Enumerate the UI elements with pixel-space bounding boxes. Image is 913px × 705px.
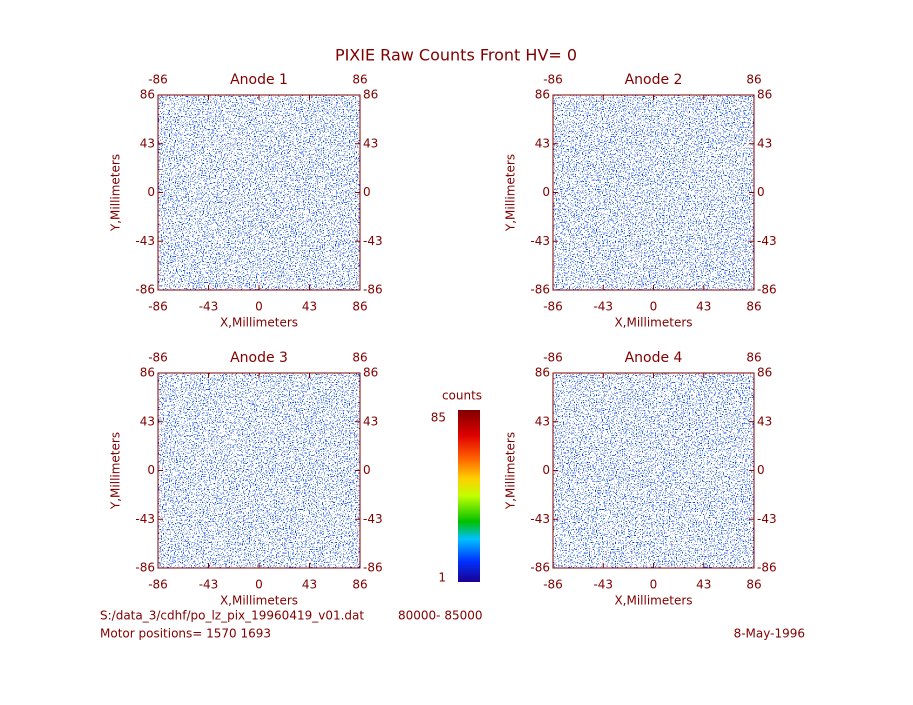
- y-tick-label: 43: [535, 414, 550, 428]
- y-tick-label: -86: [135, 283, 155, 297]
- y-tick-label: -86: [135, 561, 155, 575]
- colorbar: [458, 410, 480, 582]
- x-top-tick-label: -86: [543, 351, 563, 365]
- x-tick-label: -43: [199, 300, 219, 314]
- x-tick-label: -86: [543, 578, 563, 592]
- x-top-tick-label: 86: [352, 351, 367, 365]
- y-right-tick-label: 43: [363, 136, 378, 150]
- x-axis-label: X,Millimeters: [220, 316, 298, 330]
- y-right-tick-label: 86: [363, 88, 378, 102]
- y-tick-label: -43: [530, 234, 550, 248]
- x-axis-label: X,Millimeters: [614, 316, 692, 330]
- y-right-tick-label: -86: [363, 561, 383, 575]
- colorbar-label: counts: [442, 389, 482, 403]
- x-top-tick-label: 86: [746, 73, 761, 87]
- y-right-tick-label: -86: [757, 283, 777, 297]
- panel-title: Anode 2: [625, 72, 683, 88]
- file-name: S:/data_3/cdhf/po_lz_pix_19960419_v01.da…: [100, 609, 364, 623]
- x-tick-label: 0: [255, 578, 263, 592]
- panel-title: Anode 4: [625, 350, 683, 366]
- image-texture: [553, 95, 754, 290]
- y-right-tick-label: 0: [757, 463, 765, 477]
- y-right-tick-label: 86: [757, 88, 772, 102]
- y-right-tick-label: -43: [363, 512, 383, 526]
- x-tick-label: 0: [650, 578, 658, 592]
- y-right-tick-label: -86: [363, 283, 383, 297]
- x-top-tick-label: -86: [543, 73, 563, 87]
- y-right-tick-label: -43: [757, 234, 777, 248]
- x-top-tick-label: 86: [746, 351, 761, 365]
- x-tick-label: 43: [302, 578, 317, 592]
- y-right-tick-label: 43: [363, 414, 378, 428]
- y-tick-label: 0: [542, 463, 550, 477]
- x-tick-label: 43: [302, 300, 317, 314]
- motor-positions: Motor positions= 1570 1693: [100, 627, 271, 641]
- y-tick-label: -43: [135, 512, 155, 526]
- x-tick-label: -86: [543, 300, 563, 314]
- x-tick-label: -43: [593, 578, 613, 592]
- y-right-tick-label: -43: [757, 512, 777, 526]
- x-top-tick-label: -86: [148, 73, 168, 87]
- y-right-tick-label: 0: [363, 185, 371, 199]
- y-right-tick-label: -43: [363, 234, 383, 248]
- y-axis-label: Y,Millimeters: [504, 432, 518, 510]
- y-right-tick-label: 43: [757, 136, 772, 150]
- x-tick-label: -86: [148, 578, 168, 592]
- panel-title: Anode 3: [230, 350, 288, 366]
- x-tick-label: 86: [746, 300, 761, 314]
- colorbar-tick-label: 1: [438, 571, 446, 585]
- y-tick-label: 43: [535, 136, 550, 150]
- y-right-tick-label: 86: [757, 366, 772, 380]
- x-tick-label: 86: [352, 300, 367, 314]
- y-tick-label: 86: [140, 88, 155, 102]
- panel-title: Anode 1: [230, 72, 288, 88]
- y-tick-label: 43: [140, 136, 155, 150]
- x-top-tick-label: 86: [352, 73, 367, 87]
- y-tick-label: 43: [140, 414, 155, 428]
- y-tick-label: -43: [530, 512, 550, 526]
- y-right-tick-label: 0: [757, 185, 765, 199]
- y-right-tick-label: -86: [757, 561, 777, 575]
- y-axis-label: Y,Millimeters: [109, 154, 123, 232]
- x-axis-label: X,Millimeters: [220, 594, 298, 608]
- y-tick-label: -86: [530, 283, 550, 297]
- y-axis-label: Y,Millimeters: [504, 154, 518, 232]
- x-tick-label: -43: [199, 578, 219, 592]
- x-tick-label: 43: [696, 300, 711, 314]
- image-texture: [553, 373, 754, 568]
- page-title: PIXIE Raw Counts Front HV= 0: [335, 46, 577, 65]
- y-tick-label: 0: [542, 185, 550, 199]
- y-right-tick-label: 43: [757, 414, 772, 428]
- y-tick-label: -43: [135, 234, 155, 248]
- y-right-tick-label: 86: [363, 366, 378, 380]
- y-tick-label: -86: [530, 561, 550, 575]
- y-tick-label: 86: [535, 366, 550, 380]
- y-tick-label: 86: [535, 88, 550, 102]
- x-tick-label: -86: [148, 300, 168, 314]
- x-tick-label: 43: [696, 578, 711, 592]
- y-tick-label: 0: [147, 185, 155, 199]
- y-tick-label: 86: [140, 366, 155, 380]
- y-right-tick-label: 0: [363, 463, 371, 477]
- x-tick-label: -43: [593, 300, 613, 314]
- image-texture: [158, 95, 360, 290]
- x-top-tick-label: -86: [148, 351, 168, 365]
- x-tick-label: 0: [255, 300, 263, 314]
- x-tick-label: 86: [746, 578, 761, 592]
- y-axis-label: Y,Millimeters: [109, 432, 123, 510]
- x-tick-label: 0: [650, 300, 658, 314]
- y-tick-label: 0: [147, 463, 155, 477]
- date: 8-May-1996: [734, 627, 805, 641]
- x-tick-label: 86: [352, 578, 367, 592]
- colorbar-tick-label: 85: [431, 411, 446, 425]
- record-range: 80000- 85000: [398, 609, 483, 623]
- x-axis-label: X,Millimeters: [614, 594, 692, 608]
- image-texture: [158, 373, 360, 568]
